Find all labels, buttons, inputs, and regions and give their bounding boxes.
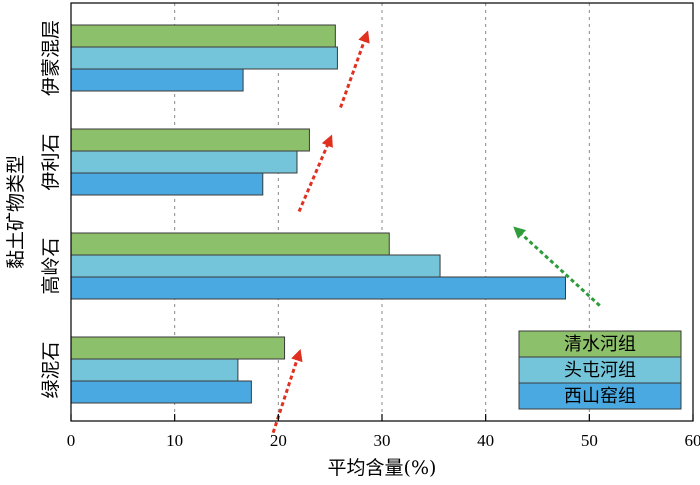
bar xyxy=(70,232,390,256)
legend-label: 清水河组 xyxy=(564,334,636,355)
legend-swatch xyxy=(518,330,682,358)
trend-arrow xyxy=(339,30,370,109)
bars xyxy=(70,24,566,404)
x-tick-label: 40 xyxy=(477,431,494,450)
bar xyxy=(70,172,264,196)
trend-arrow xyxy=(513,226,601,307)
x-tick-label: 0 xyxy=(67,431,76,450)
x-tick-label: 30 xyxy=(374,431,391,450)
legend-label: 西山窑组 xyxy=(564,386,636,407)
x-tick-label: 60 xyxy=(685,431,700,450)
category-label: 高岭石 xyxy=(40,237,62,294)
bar xyxy=(70,380,252,404)
trend-arrow xyxy=(297,134,333,213)
category-label: 伊利石 xyxy=(40,133,62,190)
bar xyxy=(70,276,566,300)
bar xyxy=(70,336,286,360)
bar xyxy=(70,24,336,48)
trend-arrows xyxy=(271,30,601,434)
bar xyxy=(70,46,338,70)
bar xyxy=(70,128,310,152)
x-tick-label: 50 xyxy=(581,431,598,450)
bar xyxy=(70,68,244,92)
x-tick-label: 10 xyxy=(166,431,183,450)
x-axis-title: 平均含量(%) xyxy=(328,457,437,479)
y-axis-title: 黏土矿物类型 xyxy=(5,155,27,269)
x-tick-label: 20 xyxy=(270,431,287,450)
bar xyxy=(70,150,298,174)
legend-swatch xyxy=(518,382,682,410)
legend-label: 头屯河组 xyxy=(564,360,636,381)
category-label: 伊蒙混层 xyxy=(40,20,62,96)
bar xyxy=(70,358,239,382)
x-axis-ticks: 0 10 20 30 40 50 60 xyxy=(67,414,700,450)
bar xyxy=(70,254,441,278)
category-label: 绿泥石 xyxy=(40,341,62,398)
legend-swatch xyxy=(518,356,682,384)
